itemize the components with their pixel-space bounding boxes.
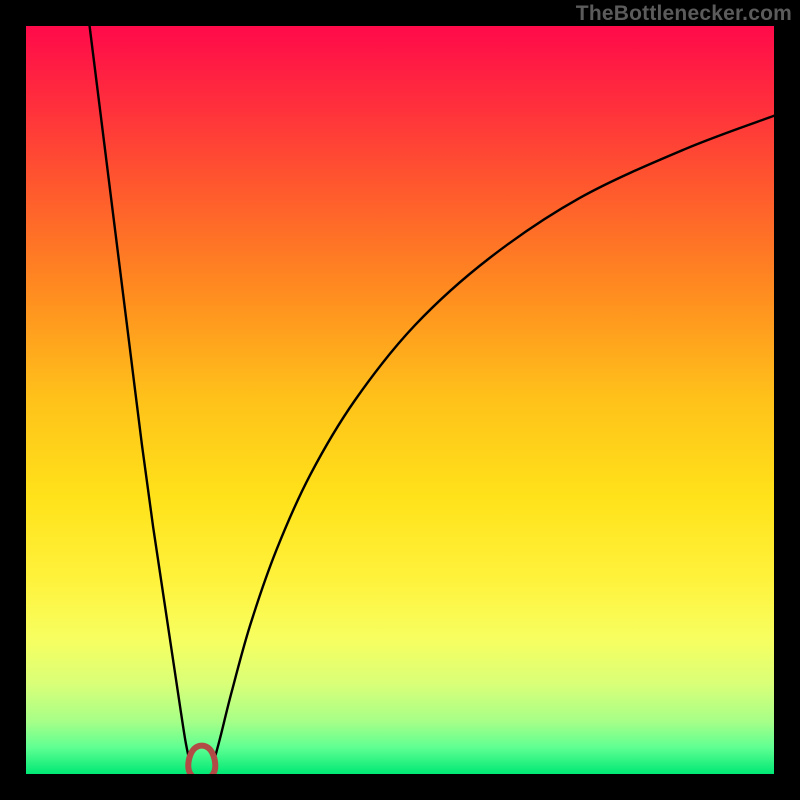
chart-frame [0,0,800,800]
attribution-label: TheBottlenecker.com [576,2,792,26]
gradient-background [26,26,774,774]
bottleneck-curve-chart [26,26,774,774]
